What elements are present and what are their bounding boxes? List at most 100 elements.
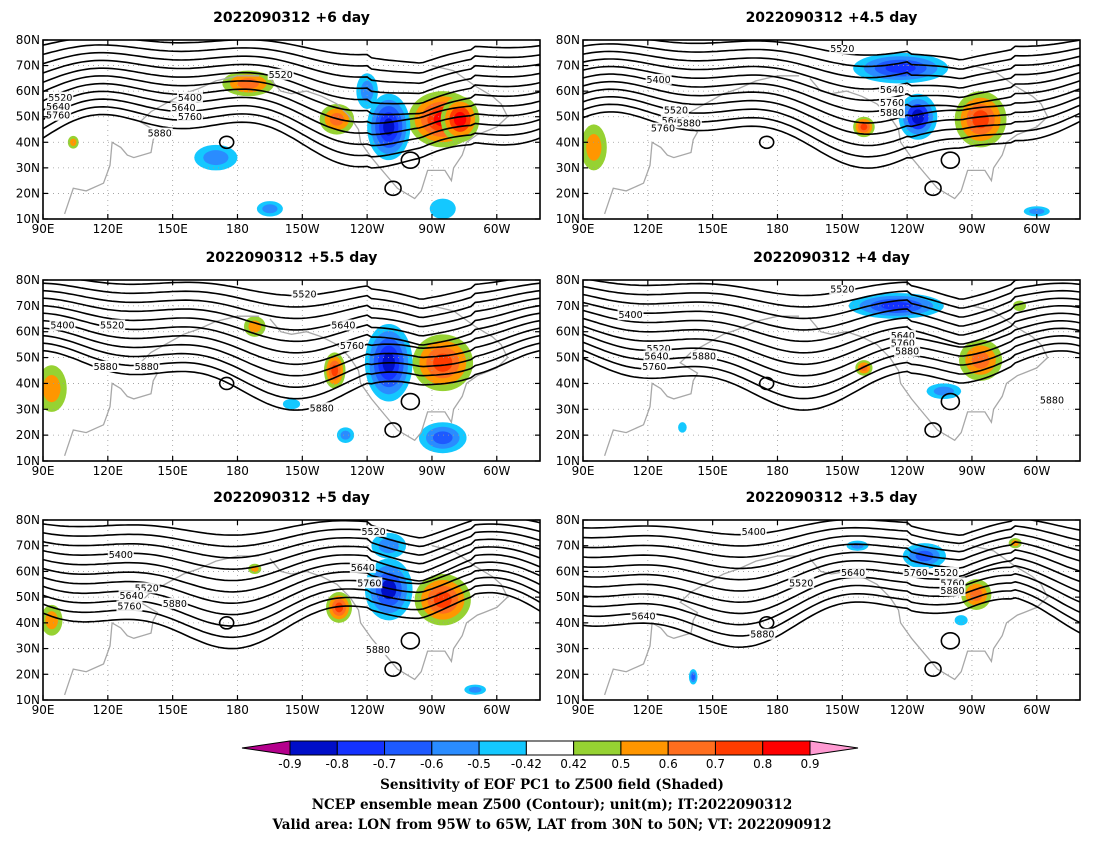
colorbar-tick-label: 0.42 <box>560 757 587 771</box>
sensitivity-shade <box>340 430 351 440</box>
y-tick-label: 40N <box>556 376 580 390</box>
sensitivity-shade <box>971 351 990 369</box>
sensitivity-shade <box>586 134 602 161</box>
y-tick-label: 10N <box>556 693 580 707</box>
contour-label: 5760 <box>940 578 964 589</box>
z500-closed-contour <box>400 392 421 411</box>
z500-closed-contour <box>924 422 942 438</box>
coastline <box>63 315 260 457</box>
contour-label: 5880 <box>148 129 172 140</box>
contour-label: 5520 <box>934 568 958 579</box>
coastline <box>809 64 1049 200</box>
x-tick-label: 150W <box>825 703 860 717</box>
y-tick-label: 30N <box>556 402 580 416</box>
sensitivity-shade <box>334 602 344 613</box>
x-tick-label: 120E <box>633 464 664 478</box>
panel-title: 2022090312 +4.5 day <box>746 10 918 26</box>
y-tick-label: 60N <box>16 325 40 339</box>
y-tick-label: 70N <box>556 299 580 313</box>
x-tick-label: 150E <box>157 464 188 478</box>
z500-contour <box>43 553 540 593</box>
panel-title: 2022090312 +5 day <box>213 490 370 506</box>
y-tick-label: 70N <box>16 299 40 313</box>
y-tick-label: 40N <box>16 135 40 149</box>
x-tick-label: 120E <box>93 703 124 717</box>
x-tick-label: 90E <box>32 222 55 236</box>
panel-frame <box>42 279 541 462</box>
z500-contour <box>43 90 540 136</box>
y-tick-label: 40N <box>16 616 40 630</box>
x-tick-label: 120W <box>890 464 925 478</box>
contour-label: 5880 <box>880 108 904 119</box>
y-tick-label: 60N <box>556 564 580 578</box>
z500-closed-contour <box>384 422 402 438</box>
contour-label: 5880 <box>1040 396 1064 407</box>
x-tick-label: 180 <box>766 464 789 478</box>
sensitivity-shade <box>678 422 687 433</box>
sensitivity-shade <box>860 123 868 131</box>
contour-label: 5880 <box>895 346 919 357</box>
colorbar-swatch <box>525 740 575 756</box>
z500-closed-contour <box>758 135 775 150</box>
y-tick-label: 80N <box>556 33 580 47</box>
contour-label: 5640 <box>351 563 375 574</box>
sensitivity-shade <box>453 111 467 127</box>
coastline <box>603 315 800 457</box>
coastline <box>63 555 260 696</box>
y-tick-label: 60N <box>16 84 40 98</box>
colorbar-swatch <box>384 740 433 756</box>
colorbar-tick-label: 0.7 <box>706 757 725 771</box>
z500-contour <box>43 349 540 411</box>
colorbar-swatch <box>762 740 811 756</box>
y-tick-label: 70N <box>556 59 580 73</box>
z500-closed-contour <box>940 151 961 169</box>
contour-label: 5640 <box>120 591 144 602</box>
x-tick-label: 120W <box>350 222 385 236</box>
y-tick-label: 20N <box>556 186 580 200</box>
x-tick-label: 60W <box>483 703 510 717</box>
x-tick-label: 120E <box>633 703 664 717</box>
contour-label: 5760 <box>891 339 915 350</box>
z500-contour <box>43 82 540 125</box>
coastline <box>63 75 260 215</box>
y-tick-label: 30N <box>16 161 40 175</box>
y-tick-label: 50N <box>16 590 40 604</box>
z500-closed-contour <box>400 151 421 169</box>
contour-label: 5520 <box>362 527 386 538</box>
z500-closed-contour <box>218 135 235 150</box>
x-tick-label: 150W <box>285 703 320 717</box>
y-tick-label: 70N <box>556 539 580 553</box>
z500-contour <box>583 588 1080 637</box>
y-tick-label: 60N <box>556 325 580 339</box>
z500-contour <box>583 312 1080 354</box>
z500-closed-contour <box>940 632 961 650</box>
z500-contour <box>43 319 540 366</box>
contour-label: 5400 <box>618 310 642 321</box>
contour-label: 5400 <box>109 550 133 561</box>
z500-contour <box>583 564 1080 604</box>
y-tick-label: 40N <box>556 616 580 630</box>
caption-line-1: Sensitivity of EOF PC1 to Z500 field (Sh… <box>380 777 724 793</box>
x-tick-label: 60W <box>483 222 510 236</box>
contour-label: 5400 <box>647 75 671 86</box>
colorbar-tick-label: -0.8 <box>326 757 349 771</box>
x-tick-label: 150E <box>697 464 728 478</box>
z500-contour <box>43 289 540 320</box>
panel-frame <box>582 279 1081 462</box>
y-tick-label: 20N <box>16 428 40 442</box>
coastline <box>269 64 509 200</box>
y-tick-label: 50N <box>16 351 40 365</box>
y-tick-label: 80N <box>16 513 40 527</box>
y-tick-label: 50N <box>556 590 580 604</box>
colorbar-tick-label: -0.7 <box>373 757 396 771</box>
contour-label: 5760 <box>340 341 364 352</box>
sensitivity-shade <box>282 398 301 410</box>
z500-contour <box>583 305 1080 343</box>
contour-label: 5880 <box>310 403 334 414</box>
x-tick-label: 120W <box>350 703 385 717</box>
z500-contour <box>583 549 1080 581</box>
sensitivity-shade <box>429 198 456 219</box>
y-tick-label: 80N <box>16 33 40 47</box>
